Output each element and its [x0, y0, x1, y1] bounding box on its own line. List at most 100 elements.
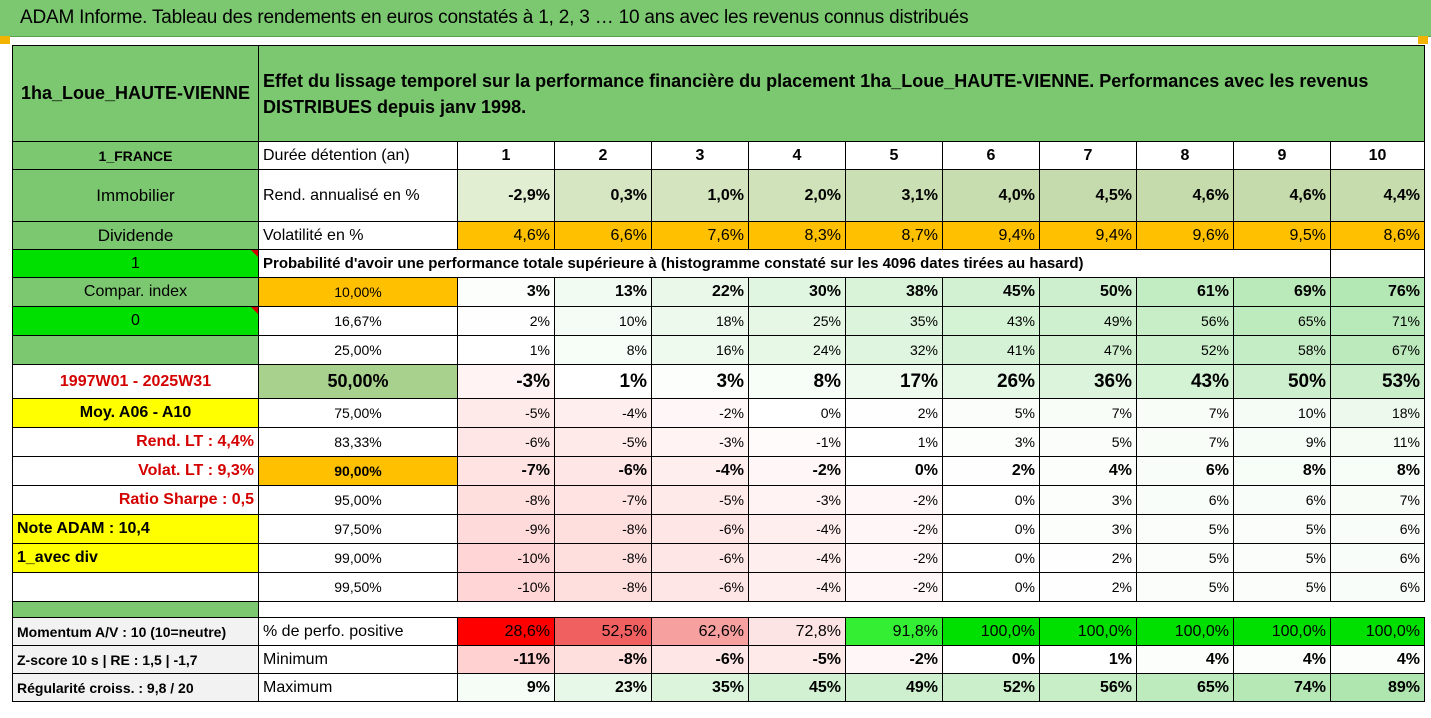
probability-value: 6% — [1136, 485, 1234, 515]
probability-value: -4% — [748, 572, 846, 602]
probability-value: 2% — [1039, 572, 1137, 602]
probability-value: -7% — [457, 456, 555, 486]
probability-value: 10% — [1233, 398, 1331, 428]
pct-positive-value: 91,8% — [845, 617, 943, 646]
moy-label: Moy. A06 - A10 — [12, 398, 259, 428]
probability-value: 7% — [1136, 427, 1234, 457]
header-row: 1ha_Loue_HAUTE-VIENNE Effet du lissage te… — [12, 45, 1425, 142]
probability-value: 69% — [1233, 277, 1331, 307]
year-header: 7 — [1039, 141, 1137, 170]
rend-row: Immobilier Rend. annualisé en % -2,9% 0,3% 1… — [12, 169, 1425, 222]
minimum-label: Minimum — [258, 645, 458, 674]
probability-value: -8% — [554, 543, 652, 573]
quantile-row: 99,50% -10% -8% -6% -4% -2% 0% 2% 5% 5% 6% — [12, 572, 1425, 602]
avec-div-label: 1_avec div — [12, 543, 259, 573]
probability-value: -2% — [651, 398, 749, 428]
probability-value: -2% — [845, 514, 943, 544]
probability-value: -2% — [845, 543, 943, 573]
probability-value: 0% — [942, 485, 1040, 515]
minimum-value: -5% — [748, 645, 846, 674]
probability-value: -6% — [651, 514, 749, 544]
note-adam: Note ADAM : 10,4 — [12, 514, 259, 544]
header-description: Effet du lissage temporel sur la perform… — [258, 45, 1425, 142]
probability-value: 3% — [942, 427, 1040, 457]
minimum-value: 4% — [1330, 645, 1425, 674]
probability-value: 49% — [1039, 306, 1137, 336]
probability-value: 0% — [845, 456, 943, 486]
probability-value: -10% — [457, 543, 555, 573]
proba-title-row: 1 Probabilité d'avoir une performance tot… — [12, 249, 1425, 278]
probability-value: -9% — [457, 514, 555, 544]
report-title: ADAM Informe. Tableau des rendements en … — [20, 7, 969, 28]
probability-value: 53% — [1330, 364, 1425, 399]
pct-positive-value: 62,6% — [651, 617, 749, 646]
probability-value: 38% — [845, 277, 943, 307]
probability-value: 1% — [554, 364, 652, 399]
quantile-label: 97,50% — [258, 514, 458, 544]
probability-value: 45% — [942, 277, 1040, 307]
pct-positive-value: 100,0% — [1039, 617, 1137, 646]
probability-value: 5% — [1039, 427, 1137, 457]
probability-value: 65% — [1233, 306, 1331, 336]
probability-value: 3% — [1039, 485, 1137, 515]
momentum-label: Momentum A/V : 10 (10=neutre) — [12, 617, 259, 646]
minimum-value: -2% — [845, 645, 943, 674]
probability-value: 58% — [1233, 335, 1331, 365]
quantile-label: 10,00% — [258, 277, 458, 307]
probability-value: -5% — [651, 485, 749, 515]
probability-value: 7% — [1136, 398, 1234, 428]
maximum-value: 74% — [1233, 673, 1331, 702]
probability-value: 52% — [1136, 335, 1234, 365]
rend-value: 4,6% — [1136, 169, 1234, 222]
probability-value: -3% — [457, 364, 555, 399]
probability-value: -1% — [748, 427, 846, 457]
minimum-value: 4% — [1136, 645, 1234, 674]
year-header: 6 — [942, 141, 1040, 170]
probability-value: -6% — [651, 543, 749, 573]
fund-name: 1ha_Loue_HAUTE-VIENNE — [12, 45, 259, 142]
probability-value: 6% — [1233, 485, 1331, 515]
probability-value: -6% — [651, 572, 749, 602]
pct-positive-row: Momentum A/V : 10 (10=neutre)% de perfo.… — [12, 617, 1425, 646]
probability-value: 5% — [1136, 514, 1234, 544]
quantile-label: 99,50% — [258, 572, 458, 602]
pct-positive-value: 72,8% — [748, 617, 846, 646]
empty-cell — [1330, 249, 1425, 278]
dividend-label: Dividende — [12, 221, 259, 250]
probability-value: -8% — [554, 572, 652, 602]
spacer-cell — [12, 572, 259, 602]
probability-value: -4% — [554, 398, 652, 428]
sharpe-label: Ratio Sharpe : 0,5 — [12, 485, 259, 515]
probability-value: 3% — [651, 364, 749, 399]
frame-corner-right — [1418, 36, 1428, 44]
maximum-value: 65% — [1136, 673, 1234, 702]
minimum-value: 4% — [1233, 645, 1331, 674]
probability-value: 36% — [1039, 364, 1137, 399]
minimum-value: -6% — [651, 645, 749, 674]
pct-pos-label: % de perfo. positive — [258, 617, 458, 646]
pct-positive-value: 100,0% — [1330, 617, 1425, 646]
rend-value: 0,3% — [554, 169, 652, 222]
pct-positive-value: 28,6% — [457, 617, 555, 646]
probability-value: 26% — [942, 364, 1040, 399]
probability-value: 3% — [1039, 514, 1137, 544]
rend-value: -2,9% — [457, 169, 555, 222]
volat-value: 8,6% — [1330, 221, 1425, 250]
volat-value: 9,4% — [942, 221, 1040, 250]
quantile-label: 90,00% — [258, 456, 458, 486]
quantile-row: Note ADAM : 10,4 97,50% -9% -8% -6% -4% -2% 0% 3… — [12, 514, 1425, 544]
duree-label: Durée détention (an) — [258, 141, 458, 170]
quantile-label: 16,67% — [258, 306, 458, 336]
probability-value: 1% — [845, 427, 943, 457]
probability-value: 41% — [942, 335, 1040, 365]
probability-value: 6% — [1330, 543, 1425, 573]
maximum-value: 52% — [942, 673, 1040, 702]
probability-value: 8% — [554, 335, 652, 365]
probability-value: 71% — [1330, 306, 1425, 336]
maximum-value: 23% — [554, 673, 652, 702]
pct-positive-value: 52,5% — [554, 617, 652, 646]
maximum-label: Maximum — [258, 673, 458, 702]
minimum-value: 0% — [942, 645, 1040, 674]
quantile-label: 83,33% — [258, 427, 458, 457]
probability-value: 7% — [1330, 485, 1425, 515]
